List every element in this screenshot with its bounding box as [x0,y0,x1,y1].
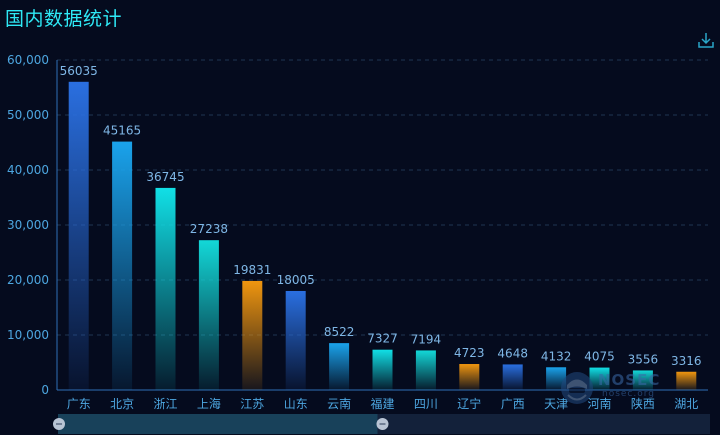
x-tick-label: 福建 [370,396,394,411]
x-tick-label: 浙江 [153,397,177,411]
download-icon[interactable] [697,31,715,49]
x-tick-labels: 广东 北京 浙江 上海 江苏 山东 云南 福建 四川 辽宁 广西 天津 河南 陕西 湖北 [67,396,699,411]
data-labels: 56035 45165 36745 27238 19831 18005 8522 7327 71… [60,64,702,368]
bar[interactable] [155,187,176,390]
watermark-brand: NOSEC [598,371,661,389]
data-label: 4648 [497,346,528,360]
grid-lines [57,59,708,336]
bar[interactable] [372,349,393,390]
bar[interactable] [502,364,523,390]
data-label: 4075 [584,350,615,364]
y-tick-label: 10,000 [7,328,49,342]
bar[interactable] [198,240,219,390]
x-tick-label: 北京 [110,397,134,411]
bar[interactable] [329,343,350,390]
bar[interactable] [415,350,436,390]
x-tick-label: 陕西 [631,396,655,411]
bars [68,81,697,391]
data-label: 3556 [628,352,659,366]
bar[interactable] [632,370,653,390]
chart-title: 国内数据统计 [5,8,123,30]
y-tick-label: 50,000 [7,108,49,122]
shield-logo-icon [561,372,593,404]
x-tick-label: 湖北 [674,396,698,411]
data-label: 4723 [454,346,485,360]
watermark-logo: NOSEC nosec.org [558,368,673,408]
data-label: 7327 [367,332,398,346]
watermark-domain: nosec.org [602,389,656,399]
y-tick-label: 60,000 [7,53,49,67]
data-label: 19831 [233,263,271,277]
bar[interactable] [112,141,133,390]
data-label: 18005 [277,273,315,287]
x-tick-label: 四川 [414,397,438,411]
x-tick-label: 云南 [327,396,351,411]
x-tick-label: 天津 [544,397,568,411]
x-tick-label: 江苏 [240,397,264,411]
y-tick-labels: 0 10,000 20,000 30,000 40,000 50,000 60,000 [7,53,49,397]
data-label: 7194 [411,332,442,346]
x-tick-label: 上海 [197,396,221,411]
data-label: 36745 [146,170,184,184]
y-tick-label: 40,000 [7,163,49,177]
data-label: 56035 [60,64,98,78]
data-label: 8522 [324,325,355,339]
x-tick-label: 广西 [501,397,525,411]
bar[interactable] [459,364,480,390]
bar[interactable] [242,280,263,390]
y-tick-label: 30,000 [7,218,49,232]
x-tick-label: 辽宁 [457,396,481,411]
y-tick-label: 0 [41,383,49,397]
data-zoom-slider[interactable] [53,414,710,434]
bar[interactable] [589,367,610,390]
bar[interactable] [285,290,306,390]
x-tick-label: 河南 [587,396,611,411]
y-tick-label: 20,000 [7,273,49,287]
data-label: 27238 [190,222,228,236]
data-label: 45165 [103,124,141,138]
bar[interactable] [546,367,567,390]
x-tick-label: 山东 [284,397,308,411]
x-tick-label: 广东 [67,397,91,411]
data-label: 3316 [671,354,702,368]
bar[interactable] [68,81,89,391]
data-label: 4132 [541,349,572,363]
zoom-selection[interactable] [58,414,378,434]
bar[interactable] [676,371,697,390]
